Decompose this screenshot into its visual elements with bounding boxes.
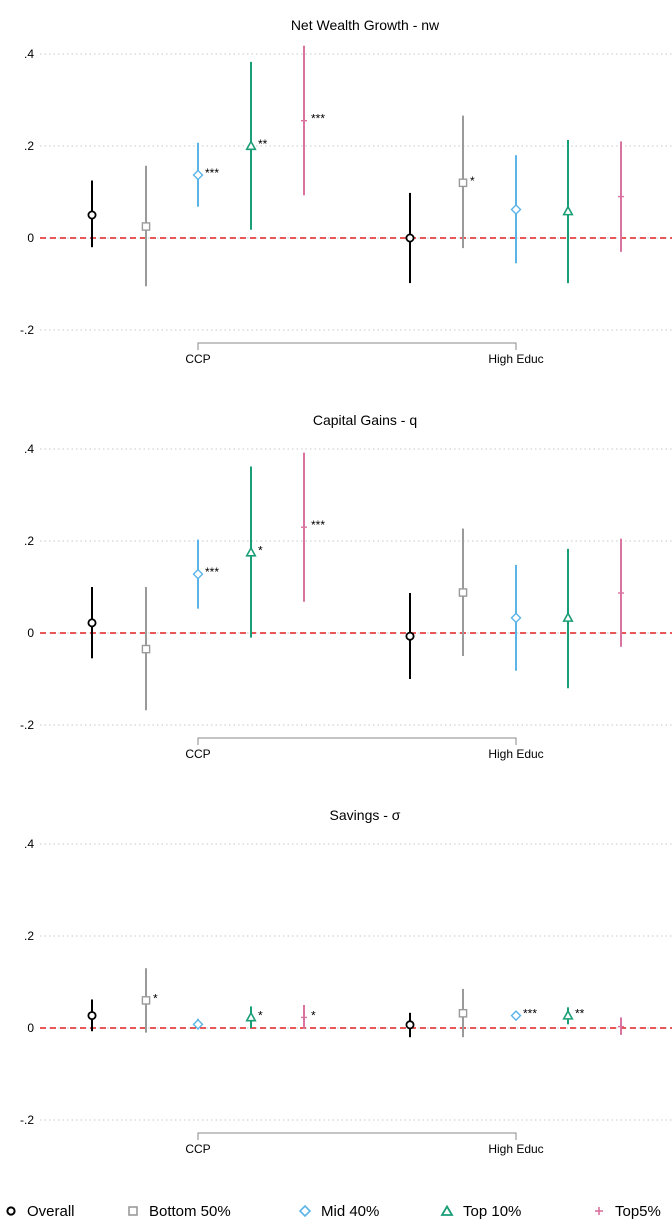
y-tick-label: -.2 — [20, 1113, 34, 1127]
legend-item-mid-40: Mid 40% — [298, 1196, 379, 1226]
legend: Overall Bottom 50% Mid 40% Top 10% Top5% — [0, 1196, 672, 1226]
point-estimate — [245, 139, 257, 151]
point-estimate — [562, 1009, 574, 1020]
chart-title: Net Wealth Growth - nw — [291, 17, 440, 33]
legend-marker-top-10 — [440, 1204, 454, 1216]
group-bracket — [197, 342, 517, 350]
point-estimate — [510, 612, 522, 624]
group-label: CCP — [185, 1142, 210, 1156]
legend-label: Mid 40% — [321, 1202, 380, 1220]
legend-marker-top-5 — [595, 1207, 603, 1215]
point-estimate — [192, 568, 204, 580]
significance-stars: *** — [205, 565, 219, 579]
significance-stars: *** — [311, 518, 325, 532]
chart-panel-2: Capital Gains - q-.20.2.4*******CCP High … — [20, 412, 672, 761]
point-estimate — [192, 1018, 204, 1030]
point-estimate — [405, 233, 415, 243]
legend-label: Top5% — [615, 1202, 661, 1220]
group-label: CCP — [185, 747, 210, 761]
y-tick-label: .4 — [24, 837, 34, 851]
chart-panel-1: Net Wealth Growth - nw-.20.2.4*********C… — [20, 17, 672, 366]
chart-title: Savings - σ — [330, 807, 401, 823]
y-tick-label: .2 — [24, 534, 34, 548]
point-estimate — [141, 222, 151, 231]
y-tick-label: 0 — [27, 231, 34, 245]
point-estimate — [245, 1011, 257, 1022]
group-label: High Educ — [488, 352, 543, 366]
significance-stars: ** — [258, 137, 268, 151]
point-estimate — [141, 996, 151, 1005]
legend-marker-overall — [6, 1206, 16, 1216]
point-estimate — [301, 117, 307, 124]
point-estimate — [301, 524, 307, 531]
point-estimate — [458, 588, 468, 597]
group-bracket — [197, 737, 517, 745]
point-estimate — [510, 203, 522, 215]
point-estimate — [405, 631, 415, 641]
significance-stars: * — [258, 544, 263, 558]
legend-label: Bottom 50% — [149, 1202, 231, 1220]
group-label: High Educ — [488, 747, 543, 761]
legend-item-top-5: Top5% — [592, 1196, 661, 1226]
group-label: High Educ — [488, 1142, 543, 1156]
point-estimate — [458, 1008, 468, 1018]
point-estimate — [510, 1010, 522, 1022]
significance-stars: *** — [205, 166, 219, 180]
point-estimate — [618, 1023, 624, 1030]
point-estimate — [562, 611, 574, 622]
legend-marker-bottom-50 — [128, 1206, 138, 1216]
chart-panel-3: Savings - σ-.20.2.4***** ***CCP High Educ — [20, 807, 672, 1156]
significance-stars: *** — [311, 112, 325, 126]
point-estimate — [87, 210, 97, 220]
significance-stars: * — [470, 174, 475, 188]
point-estimate — [87, 1011, 97, 1021]
point-estimate — [301, 1014, 307, 1021]
y-tick-label: .4 — [24, 47, 34, 61]
point-estimate — [618, 193, 624, 200]
legend-item-top-10: Top 10% — [440, 1196, 521, 1226]
significance-stars: ** — [575, 1007, 585, 1021]
significance-stars: * — [258, 1008, 263, 1022]
point-estimate — [405, 1020, 415, 1030]
point-estimate — [141, 644, 151, 654]
group-bracket — [197, 1132, 517, 1140]
significance-stars: * — [153, 991, 158, 1005]
point-estimate — [87, 618, 97, 628]
legend-label: Top 10% — [463, 1202, 522, 1220]
point-estimate — [245, 546, 257, 557]
coefficient-plots: Net Wealth Growth - nw-.20.2.4*********C… — [20, 17, 672, 1156]
significance-stars: * — [311, 1008, 316, 1022]
y-tick-label: -.2 — [20, 718, 34, 732]
y-tick-label: -.2 — [20, 323, 34, 337]
y-tick-label: 0 — [27, 626, 34, 640]
point-estimate — [192, 169, 204, 181]
significance-stars: *** — [523, 1007, 537, 1021]
point-estimate — [618, 589, 624, 596]
group-label: CCP — [185, 352, 210, 366]
legend-marker-mid-40 — [298, 1204, 312, 1218]
chart-title: Capital Gains - q — [313, 412, 417, 428]
point-estimate — [562, 205, 574, 216]
y-tick-label: .4 — [24, 442, 34, 456]
legend-item-overall: Overall — [4, 1196, 75, 1226]
legend-label: Overall — [27, 1202, 75, 1220]
y-tick-label: .2 — [24, 139, 34, 153]
y-tick-label: 0 — [27, 1021, 34, 1035]
point-estimate — [458, 178, 468, 188]
y-tick-label: .2 — [24, 929, 34, 943]
legend-item-bottom-50: Bottom 50% — [126, 1196, 231, 1226]
